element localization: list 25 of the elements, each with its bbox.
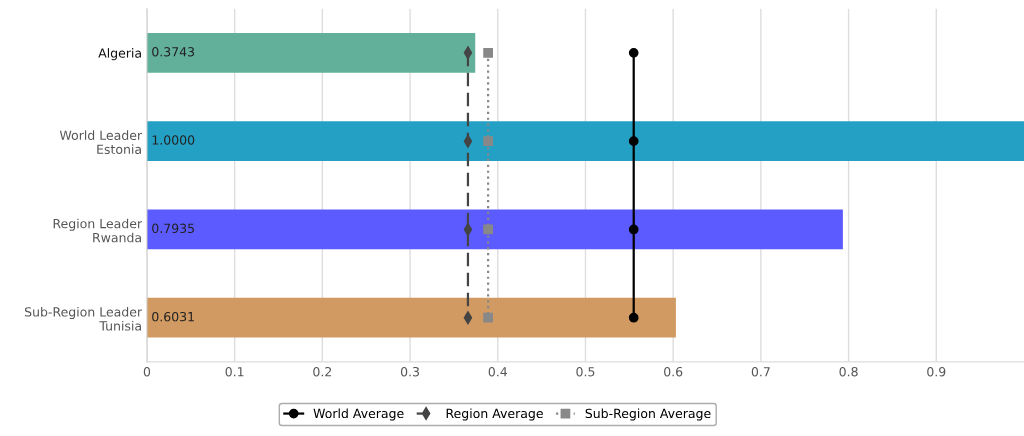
x-tick-label: 0.2 [313, 366, 332, 377]
y-tick-label: Algeria [98, 48, 141, 61]
x-tick-label: 0.8 [839, 366, 858, 377]
y-tick-label: Region Leader Rwanda [53, 218, 143, 243]
x-tick-label: 0.7 [751, 366, 770, 377]
x-tick-label: 0.4 [488, 366, 508, 377]
x-tick-label: 0.1 [225, 366, 244, 377]
legend-label: World Average [313, 408, 404, 421]
x-tick-label: 0.6 [664, 366, 683, 377]
data-label: 1.0000 [152, 135, 195, 145]
y-tick-label: World Leader Estonia [59, 130, 143, 155]
y-tick-label: Sub-Region Leader Tunisia [24, 306, 143, 331]
data-label: 0.7935 [152, 223, 194, 234]
x-tick-label: 0.3 [400, 366, 419, 377]
x-tick-label: 0 [143, 366, 151, 377]
data-label: 0.3743 [152, 47, 195, 57]
x-tick-label: 0.5 [576, 366, 595, 377]
data-label: 0.6031 [152, 311, 194, 322]
bar [146, 33, 476, 73]
bar [146, 209, 843, 250]
bar [146, 121, 1024, 162]
x-tick-label: 0.9 [927, 366, 946, 377]
bar [146, 297, 676, 338]
legend-label: Region Average [446, 408, 543, 421]
legend-label: Sub-Region Average [585, 408, 711, 421]
